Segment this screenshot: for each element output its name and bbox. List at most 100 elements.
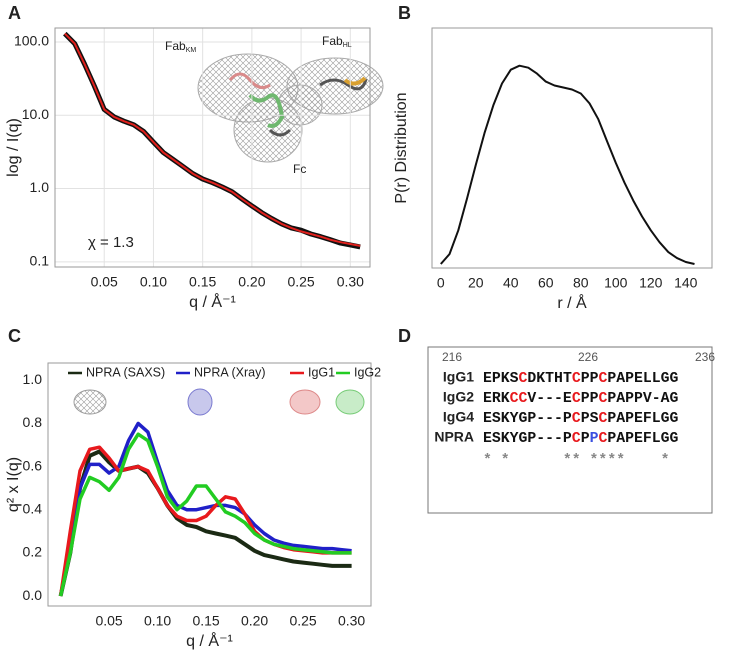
plot-frame — [431, 27, 713, 269]
legend-label: IgG2 — [354, 365, 381, 379]
data-line — [58, 449, 352, 597]
x-tick-label: 0.15 — [192, 613, 219, 629]
x-tick-label: 0.10 — [144, 613, 171, 629]
residue-segment: CC — [510, 391, 528, 407]
residue-number: 236 — [695, 350, 715, 364]
residue-segment: C — [519, 371, 528, 387]
residue-segment: PS — [581, 411, 599, 427]
y-axis-title: q² x I(q) — [5, 457, 22, 512]
x-axis-title: r / Å — [557, 293, 587, 312]
y-tick-label: 1.0 — [30, 179, 50, 195]
x-tick-label: 40 — [503, 275, 519, 291]
x-tick-label: 20 — [468, 275, 484, 291]
x-tick-label: 0.10 — [140, 274, 167, 290]
alignment-box — [427, 346, 713, 514]
data-line — [58, 421, 352, 597]
sequence-name: NPRA — [434, 429, 474, 445]
x-axis-title: q / Å⁻¹ — [186, 631, 233, 650]
residue-segment: PP — [581, 371, 599, 387]
residue-segment: ESKYGP---P — [483, 411, 572, 427]
data-line — [440, 64, 695, 265]
x-tick-label: 0 — [437, 275, 445, 291]
y-axis-title: log / I(q) — [5, 118, 22, 177]
residue-segment: C — [598, 371, 607, 387]
residue-segment: C — [572, 411, 581, 427]
structure-inset — [197, 53, 384, 163]
sequence: ESKYGP---PCPPCPAPEFLGG — [483, 431, 679, 447]
annotation-text: Fab — [165, 39, 186, 53]
y-tick-label: 0.4 — [23, 500, 43, 516]
annotation-text: Fc — [293, 162, 306, 176]
x-tick-label: 140 — [674, 275, 698, 291]
x-tick-label: 100 — [604, 275, 628, 291]
residue-segment: PAPELLGG — [607, 371, 678, 387]
residue-segment: PAPEFLGG — [607, 411, 678, 427]
residue-number: 216 — [442, 350, 462, 364]
residue-segment: C — [598, 411, 607, 427]
residue-segment: ERK — [483, 391, 510, 407]
annotation: χ = 1.3 — [88, 234, 134, 251]
annotation: FabHL — [322, 34, 352, 49]
annotation-text: χ = 1.3 — [88, 234, 134, 251]
conservation: * * ** **** * — [483, 453, 669, 469]
residue-segment: PAPEFLGG — [607, 431, 678, 447]
y-tick-label: 0.0 — [23, 587, 43, 603]
x-tick-label: 0.25 — [287, 274, 314, 290]
x-tick-label: 0.20 — [238, 274, 265, 290]
sequence: ERKCCV---ECPPCPAPPV-AG — [483, 391, 679, 407]
plot-frame — [47, 362, 372, 607]
residue-segment: EPKS — [483, 371, 519, 387]
sequence-name: IgG1 — [443, 369, 474, 385]
sequence: ESKYGP---PCPSCPAPEFLGG — [483, 411, 679, 427]
y-axis-title: P(r) Distribution — [393, 92, 410, 203]
annotation-subscript: KM — [186, 47, 197, 54]
data-line — [58, 432, 352, 597]
residue-segment: C — [572, 371, 581, 387]
y-tick-label: 0.1 — [30, 253, 50, 269]
x-tick-label: 0.05 — [95, 613, 122, 629]
residue-segment: P — [581, 431, 590, 447]
residue-segment: C — [598, 391, 607, 407]
y-tick-label: 1.0 — [23, 371, 43, 387]
sequence: EPKSCDKTHTCPPCPAPELLGG — [483, 371, 679, 387]
annotation: Fc — [293, 162, 306, 176]
sequence-name: IgG2 — [443, 389, 474, 405]
legend-label: IgG1 — [308, 365, 335, 379]
y-tick-label: 10.0 — [22, 106, 49, 122]
x-axis-title: q / Å⁻¹ — [189, 292, 236, 311]
residue-segment: ESKYGP---P — [483, 431, 572, 447]
y-tick-label: 100.0 — [14, 33, 49, 49]
panel-label: A — [8, 3, 21, 23]
x-tick-label: 0.20 — [241, 613, 268, 629]
x-tick-label: 80 — [573, 275, 589, 291]
annotation: FabKM — [165, 39, 196, 54]
residue-segment: V---E — [527, 391, 572, 407]
panel-label: B — [398, 3, 411, 23]
x-tick-label: 120 — [639, 275, 663, 291]
residue-number: 226 — [578, 350, 598, 364]
residue-segment: P — [590, 431, 599, 447]
sequence-name: IgG4 — [443, 409, 474, 425]
x-tick-label: 0.25 — [289, 613, 316, 629]
legend-label: NPRA (Xray) — [194, 365, 266, 379]
x-tick-label: 0.30 — [337, 274, 364, 290]
y-tick-label: 0.8 — [23, 414, 43, 430]
y-tick-label: 0.6 — [23, 457, 43, 473]
annotation-subscript: HL — [343, 42, 352, 49]
panel-label: C — [8, 326, 21, 346]
plot-frame — [54, 27, 371, 268]
annotation-text: Fab — [322, 34, 343, 48]
residue-segment: C — [572, 391, 581, 407]
panel-label: D — [398, 326, 411, 346]
residue-segment: PAPPV-AG — [607, 391, 678, 407]
x-tick-label: 0.30 — [338, 613, 365, 629]
y-tick-label: 0.2 — [23, 544, 43, 560]
residue-segment: PP — [581, 391, 599, 407]
residue-segment: C — [572, 431, 581, 447]
x-tick-label: 60 — [538, 275, 554, 291]
residue-segment: C — [598, 431, 607, 447]
legend-label: NPRA (SAXS) — [86, 365, 165, 379]
x-tick-label: 0.15 — [189, 274, 216, 290]
data-line — [64, 32, 361, 247]
